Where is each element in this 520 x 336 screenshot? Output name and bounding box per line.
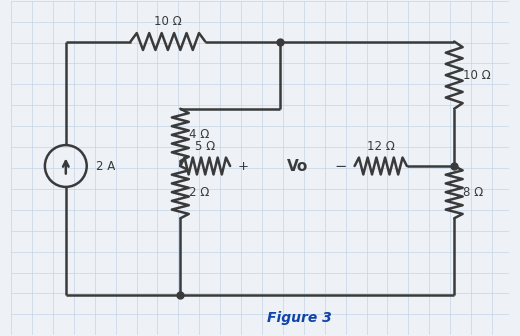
Text: 5 Ω: 5 Ω: [195, 139, 215, 153]
Text: Figure 3: Figure 3: [267, 311, 332, 325]
Text: 12 Ω: 12 Ω: [367, 139, 395, 153]
Text: 2 Ω: 2 Ω: [189, 186, 210, 199]
Text: 8 Ω: 8 Ω: [463, 186, 484, 199]
Text: 2 A: 2 A: [96, 160, 115, 172]
Text: +: +: [238, 160, 249, 172]
Text: −: −: [335, 159, 347, 173]
Text: Vo: Vo: [287, 159, 308, 173]
Text: 10 Ω: 10 Ω: [463, 69, 491, 82]
Text: 10 Ω: 10 Ω: [154, 15, 182, 28]
Text: 4 Ω: 4 Ω: [189, 128, 210, 141]
